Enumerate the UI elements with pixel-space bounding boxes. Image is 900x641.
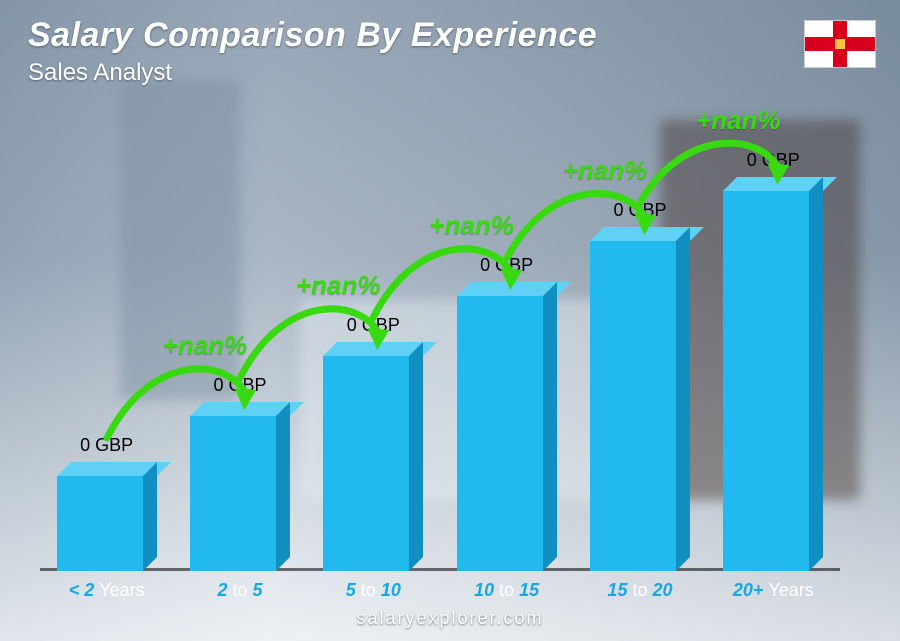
chart-title: Salary Comparison By Experience bbox=[28, 16, 597, 55]
delta-label: +nan% bbox=[696, 105, 781, 136]
bar3d bbox=[190, 402, 290, 571]
delta-label: +nan% bbox=[429, 210, 514, 241]
bar3d bbox=[457, 282, 557, 571]
bar-value-label: 0 GBP bbox=[747, 150, 800, 171]
bar-chart: 0 GBP< 2 Years0 GBP2 to 50 GBP5 to 100 G… bbox=[40, 120, 840, 571]
bar-side bbox=[409, 342, 423, 571]
bar-value-label: 0 GBP bbox=[613, 200, 666, 221]
bars-container: 0 GBP< 2 Years0 GBP2 to 50 GBP5 to 100 G… bbox=[40, 120, 840, 571]
bar-category-label: 15 to 20 bbox=[607, 580, 672, 601]
bar-value-label: 0 GBP bbox=[80, 435, 133, 456]
bar-value-label: 0 GBP bbox=[480, 255, 533, 276]
bar-4: 0 GBP15 to 20 bbox=[580, 227, 700, 571]
chart-subtitle: Sales Analyst bbox=[28, 59, 597, 87]
flag-center bbox=[835, 39, 845, 49]
guernsey-flag-icon bbox=[804, 20, 876, 68]
bar-front bbox=[323, 356, 409, 571]
footer-credit: salaryexplorer.com bbox=[0, 608, 900, 629]
bar-1: 0 GBP2 to 5 bbox=[180, 402, 300, 571]
bar3d bbox=[57, 462, 157, 571]
bar-side bbox=[143, 462, 157, 571]
bar-3: 0 GBP10 to 15 bbox=[447, 282, 567, 571]
bar3d bbox=[723, 177, 823, 571]
delta-label: +nan% bbox=[563, 155, 648, 186]
header: Salary Comparison By Experience Sales An… bbox=[28, 16, 597, 87]
bar-front bbox=[190, 416, 276, 571]
delta-label: +nan% bbox=[163, 330, 248, 361]
bar-side bbox=[543, 282, 557, 571]
bar-front bbox=[723, 191, 809, 571]
bar-side bbox=[276, 402, 290, 571]
bar-category-label: 5 to 10 bbox=[346, 580, 401, 601]
bar-side bbox=[809, 177, 823, 571]
bar-value-label: 0 GBP bbox=[347, 315, 400, 336]
bar-2: 0 GBP5 to 10 bbox=[313, 342, 433, 571]
bar3d bbox=[590, 227, 690, 571]
bar-5: 0 GBP20+ Years bbox=[713, 177, 833, 571]
chart-stage: Salary Comparison By Experience Sales An… bbox=[0, 0, 900, 641]
bar-category-label: < 2 Years bbox=[69, 580, 145, 601]
bar-front bbox=[457, 296, 543, 571]
bar-side bbox=[676, 227, 690, 571]
delta-label: +nan% bbox=[296, 270, 381, 301]
bar-value-label: 0 GBP bbox=[213, 375, 266, 396]
bar3d bbox=[323, 342, 423, 571]
bar-category-label: 2 to 5 bbox=[217, 580, 262, 601]
bar-0: 0 GBP< 2 Years bbox=[47, 462, 167, 571]
bar-front bbox=[590, 241, 676, 571]
bar-category-label: 20+ Years bbox=[733, 580, 814, 601]
bar-category-label: 10 to 15 bbox=[474, 580, 539, 601]
bar-front bbox=[57, 476, 143, 571]
